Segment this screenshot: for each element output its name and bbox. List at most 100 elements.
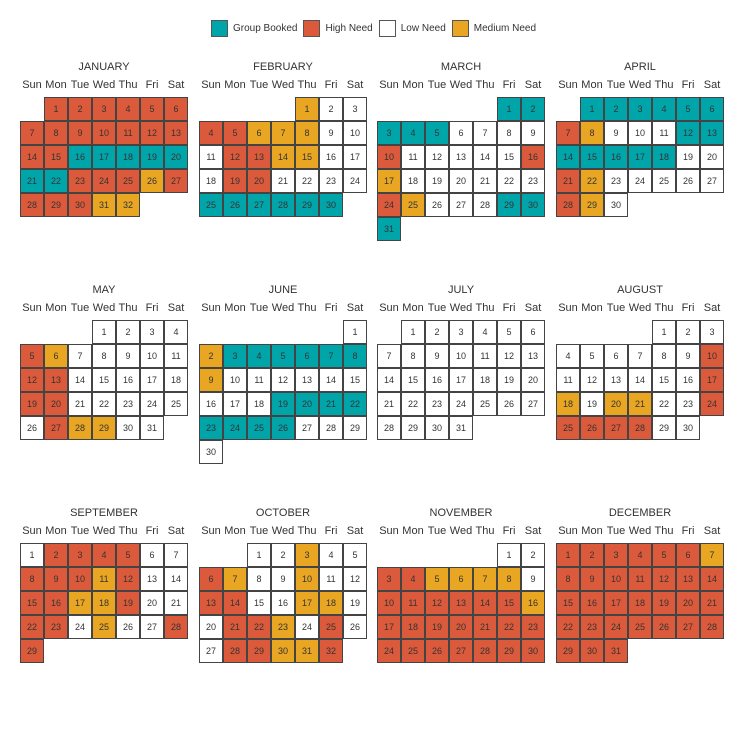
day-cell: 1 xyxy=(20,543,44,567)
day-cell: 10 xyxy=(377,591,401,615)
weekday-label: Mon xyxy=(45,525,67,537)
weekday-label: Mon xyxy=(402,79,424,91)
day-cell: 28 xyxy=(473,639,497,663)
day-cell: 6 xyxy=(164,97,188,121)
day-cell: 19 xyxy=(425,615,449,639)
day-cell: 26 xyxy=(497,392,521,416)
month-title: MARCH xyxy=(440,61,482,73)
day-cell: 4 xyxy=(652,97,676,121)
day-cell: 5 xyxy=(223,121,247,145)
legend-item: Medium Need xyxy=(451,19,536,37)
day-cell: 24 xyxy=(140,392,164,416)
day-cell: 2 xyxy=(604,97,628,121)
day-cell: 1 xyxy=(343,320,367,344)
day-cell: 7 xyxy=(164,543,188,567)
month-title: NOVEMBER xyxy=(429,507,493,519)
day-cell: 23 xyxy=(44,615,68,639)
day-cell: 25 xyxy=(199,193,223,217)
weekday-label: Wed xyxy=(271,302,295,314)
day-cell: 11 xyxy=(652,121,676,145)
weekday-label: Mon xyxy=(402,525,424,537)
day-cell: 3 xyxy=(604,543,628,567)
day-cell: 26 xyxy=(223,193,247,217)
weekday-label: Fri xyxy=(145,302,159,314)
day-cell: 13 xyxy=(449,145,473,169)
day-cell: 6 xyxy=(44,344,68,368)
day-cell: 19 xyxy=(676,145,700,169)
day-cell: 9 xyxy=(319,121,343,145)
day-cell: 9 xyxy=(521,567,545,591)
day-cell: 15 xyxy=(343,368,367,392)
day-cell: 9 xyxy=(604,121,628,145)
day-cell: 30 xyxy=(319,193,343,217)
day-cell: 5 xyxy=(497,320,521,344)
day-cell: 12 xyxy=(271,368,295,392)
day-cell: 2 xyxy=(271,543,295,567)
day-cell: 2 xyxy=(580,543,604,567)
day-cell: 16 xyxy=(68,145,92,169)
day-cell: 25 xyxy=(319,615,343,639)
day-cell: 24 xyxy=(223,416,247,440)
day-cell: 7 xyxy=(68,344,92,368)
day-cell: 17 xyxy=(377,169,401,193)
day-cell: 2 xyxy=(319,97,343,121)
day-cell: 25 xyxy=(556,416,580,440)
weekday-label: Tue xyxy=(606,79,626,91)
weekday-label: Sun xyxy=(201,302,221,314)
day-cell: 13 xyxy=(521,344,545,368)
weekday-label: Wed xyxy=(449,79,473,91)
weekday-label: Mon xyxy=(45,302,67,314)
day-cell: 24 xyxy=(377,639,401,663)
day-cell: 27 xyxy=(676,615,700,639)
day-cell: 23 xyxy=(68,169,92,193)
day-cell: 23 xyxy=(271,615,295,639)
day-cell: 28 xyxy=(271,193,295,217)
day-cell: 22 xyxy=(44,169,68,193)
day-cell: 17 xyxy=(449,368,473,392)
day-cell: 28 xyxy=(164,615,188,639)
day-cell: 26 xyxy=(271,416,295,440)
day-cell: 15 xyxy=(247,591,271,615)
day-cell: 14 xyxy=(319,368,343,392)
day-cell: 27 xyxy=(199,639,223,663)
day-cell: 22 xyxy=(580,169,604,193)
day-cell: 20 xyxy=(449,615,473,639)
day-cell: 9 xyxy=(521,121,545,145)
day-cell: 1 xyxy=(92,320,116,344)
day-cell: 5 xyxy=(116,543,140,567)
day-cell: 3 xyxy=(449,320,473,344)
day-cell: 21 xyxy=(473,615,497,639)
day-cell: 28 xyxy=(377,416,401,440)
day-cell: 1 xyxy=(295,97,319,121)
day-cell: 17 xyxy=(628,145,652,169)
day-cell: 12 xyxy=(140,121,164,145)
day-cell: 18 xyxy=(92,591,116,615)
day-cell: 11 xyxy=(247,368,271,392)
weekday-label: Mon xyxy=(224,302,246,314)
day-cell: 1 xyxy=(44,97,68,121)
weekday-label: Fri xyxy=(502,302,516,314)
day-cell: 26 xyxy=(20,416,44,440)
day-cell: 20 xyxy=(604,392,628,416)
day-cell: 5 xyxy=(140,97,164,121)
day-cell: 21 xyxy=(700,591,724,615)
day-cell: 13 xyxy=(295,368,319,392)
day-cell: 10 xyxy=(604,567,628,591)
day-cell: 31 xyxy=(295,639,319,663)
day-cell: 30 xyxy=(199,440,223,464)
day-cell: 24 xyxy=(295,615,319,639)
day-cell: 11 xyxy=(556,368,580,392)
day-cell: 29 xyxy=(343,416,367,440)
weekday-label: Sat xyxy=(524,79,542,91)
weekday-label: Sat xyxy=(346,525,364,537)
day-cell: 8 xyxy=(92,344,116,368)
day-cell: 11 xyxy=(116,121,140,145)
weekday-label: Thu xyxy=(297,79,317,91)
weekday-label: Fri xyxy=(324,302,338,314)
weekday-label: Sat xyxy=(524,525,542,537)
day-cell: 17 xyxy=(604,591,628,615)
day-cell: 15 xyxy=(401,368,425,392)
day-cell: 19 xyxy=(580,392,604,416)
day-cell: 4 xyxy=(199,121,223,145)
day-cell: 13 xyxy=(140,567,164,591)
